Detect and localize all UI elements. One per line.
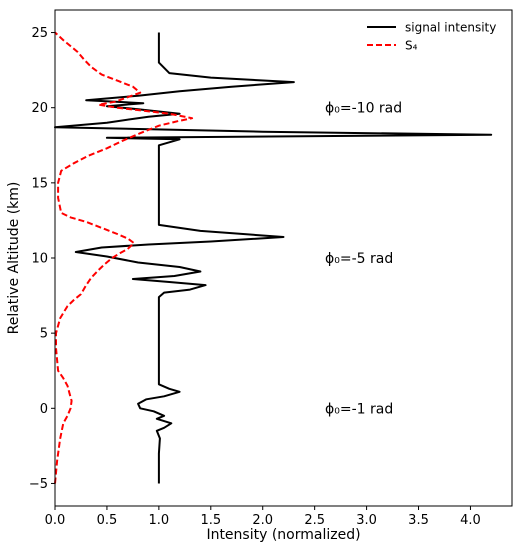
y-tick-label: 5 (40, 327, 48, 342)
y-axis-ticks: −5 0 5 10 15 20 25 (29, 26, 55, 492)
x-tick-label: 2.5 (304, 513, 325, 528)
annotation-label: ϕ₀=-1 rad (325, 401, 393, 417)
y-tick-label: 25 (31, 26, 48, 41)
x-axis-label: Intensity (normalized) (206, 527, 360, 543)
y-tick-label: 15 (31, 176, 48, 191)
legend: signal intensity S₄ (367, 21, 496, 53)
series-line-s4 (54, 31, 194, 484)
y-axis-label: Relative Altitude (km) (6, 182, 22, 335)
x-tick-label: 1.5 (200, 513, 221, 528)
x-tick-label: 0.0 (45, 513, 66, 528)
x-tick-label: 1.0 (149, 513, 170, 528)
y-tick-label: 0 (40, 402, 48, 417)
x-tick-label: 3.5 (408, 513, 429, 528)
x-axis-ticks: 0.0 0.5 1.0 1.5 2.0 2.5 3.0 3.5 4.0 (45, 506, 481, 528)
annotation-label: ϕ₀=-10 rad (325, 101, 402, 117)
x-tick-label: 4.0 (460, 513, 481, 528)
annotations: ϕ₀=-10 rad ϕ₀=-5 rad ϕ₀=-1 rad (325, 101, 402, 418)
legend-label: S₄ (405, 39, 418, 53)
axes-frame (54, 9, 513, 507)
annotation-label: ϕ₀=-5 rad (325, 251, 393, 267)
x-tick-label: 0.5 (97, 513, 118, 528)
legend-label: signal intensity (405, 21, 496, 35)
series-layer (54, 31, 493, 484)
y-tick-label: 20 (31, 101, 48, 116)
y-tick-label: 10 (31, 252, 48, 267)
y-tick-label: −5 (29, 477, 48, 492)
x-tick-label: 2.0 (252, 513, 273, 528)
x-tick-label: 3.0 (356, 513, 377, 528)
